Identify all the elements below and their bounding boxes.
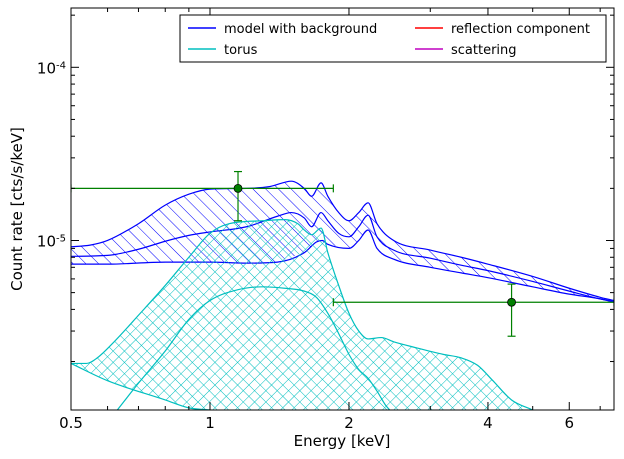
torus-band-fill [71, 219, 533, 410]
model-with-background-upper-line [71, 180, 614, 302]
x-tick-label: 0.5 [59, 414, 83, 432]
model-with-background-band-fill [71, 181, 614, 303]
axes-frame [70, 7, 615, 411]
torus-upper-line [71, 218, 533, 410]
data-marker [507, 297, 516, 307]
legend-label-reflection-component: reflection component [451, 22, 590, 37]
data-point-2 [332, 283, 614, 337]
model-with-background-middle-line [71, 211, 614, 302]
x-tick-label: 4 [483, 414, 493, 432]
plot-area [71, 170, 614, 410]
x-axis-label: Energy [keV] [294, 432, 391, 450]
legend: model with background reflection componen… [179, 14, 607, 63]
x-tick-label: 2 [344, 414, 354, 432]
axis-ticks: 0.5 1 2 4 6 10-5 10-4 [37, 8, 614, 432]
torus-inner-line [116, 286, 391, 410]
data-point-1 [71, 170, 334, 222]
y-tick-label: 10-5 [37, 232, 66, 250]
legend-frame [179, 14, 607, 63]
x-tick-label: 6 [564, 414, 574, 432]
data-marker [233, 183, 243, 193]
legend-label-scattering: scattering [451, 43, 517, 58]
y-axis-label: Count rate [cts/s/keV] [8, 127, 26, 291]
legend-label-model-with-background: model with background [224, 22, 377, 37]
legend-label-torus: torus [224, 43, 258, 58]
x-tick-label: 1 [205, 414, 215, 432]
torus-lower-line [71, 362, 211, 410]
y-tick-label: 10-4 [37, 59, 66, 77]
